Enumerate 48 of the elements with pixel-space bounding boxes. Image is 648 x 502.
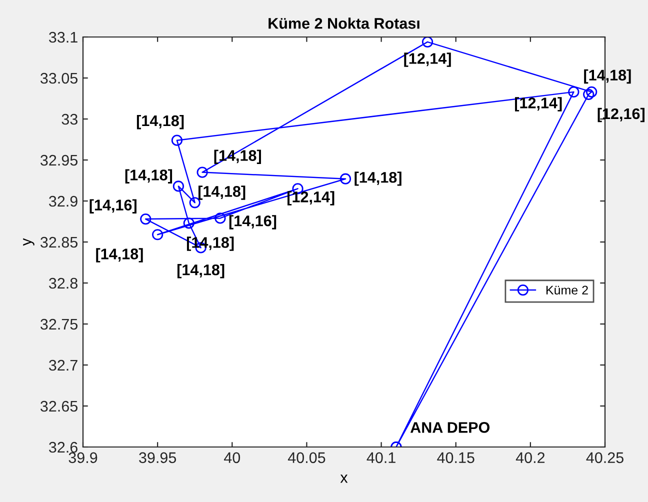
point [586, 86, 598, 98]
annotation: ANA DEPO [410, 422, 490, 433]
point [140, 213, 152, 225]
y-tick-label: 32.6 [48, 442, 78, 453]
point [568, 86, 580, 98]
annotation: [14,18] [177, 264, 224, 278]
point [189, 197, 200, 208]
y-axis-title: y [23, 238, 34, 246]
annotation: [14,18] [198, 186, 246, 200]
y-tick-label: 32.65 [40, 400, 78, 412]
x-tick-label: 40.15 [437, 452, 474, 464]
legend-label: Küme 2 [546, 286, 588, 295]
annotation: [14,18] [96, 248, 143, 262]
x-tick-label: 39.9 [68, 452, 98, 464]
y-tick-label: 32.95 [40, 154, 78, 166]
x-tick-label: 40.1 [366, 452, 396, 464]
y-tick-label: 32.9 [48, 196, 78, 207]
chart-title: Küme 2 Nokta Rotası [268, 18, 420, 29]
y-tick-label: 32.85 [40, 236, 78, 248]
x-tick-label: 40.25 [586, 452, 624, 464]
point [172, 180, 184, 192]
x-tick-label: 40 [224, 452, 240, 464]
point [171, 134, 183, 146]
point [422, 37, 434, 48]
y-tick-label: 33.05 [40, 72, 78, 84]
y-tick-label: 33.1 [48, 32, 78, 43]
x-tick-label: 40.2 [516, 452, 545, 464]
x-tick-label: 39.95 [139, 452, 176, 464]
annotation: [14,18] [354, 172, 402, 186]
annotation: [12,14] [515, 97, 562, 112]
point [340, 173, 352, 184]
annotation: [14,16] [90, 199, 136, 214]
y-tick-label: 32.7 [48, 360, 78, 371]
annotation: [12,14] [288, 191, 334, 206]
annotation: [14,18] [136, 114, 184, 130]
annotation: [14,16] [229, 215, 276, 230]
annotation: [14,18] [125, 169, 172, 184]
y-tick-label: 32.75 [40, 318, 78, 330]
x-axis-title: x [340, 474, 348, 483]
x-tick-label: 40.05 [288, 452, 326, 464]
y-tick-label: 32.8 [48, 278, 78, 289]
point [583, 88, 594, 100]
annotation: [12,14] [404, 52, 451, 67]
point [152, 229, 164, 240]
y-tick-label: 33 [62, 114, 78, 125]
point [214, 212, 226, 224]
point [196, 166, 208, 178]
point [183, 218, 194, 229]
